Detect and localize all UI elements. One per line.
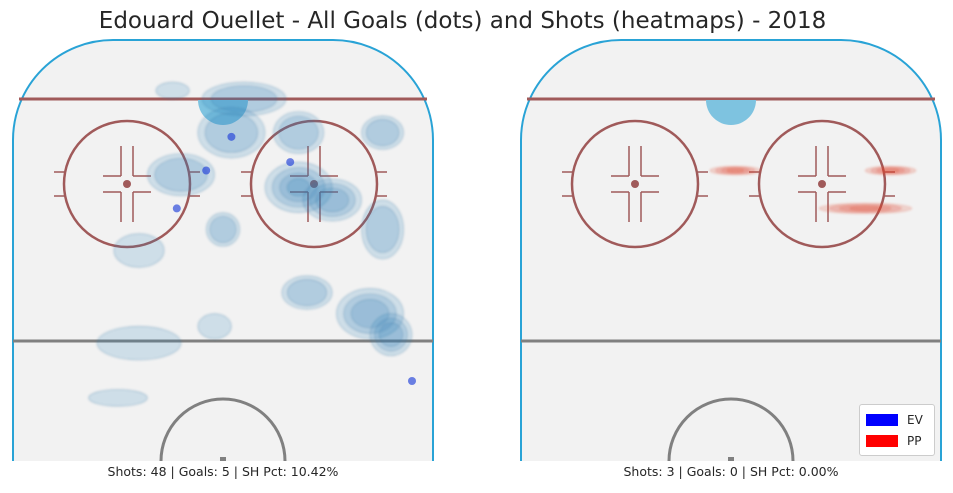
density-contour	[88, 389, 148, 407]
legend-swatch-ev	[866, 413, 898, 426]
goal-crease	[706, 100, 756, 125]
density-contour	[286, 279, 328, 307]
shot-density-region	[205, 212, 241, 247]
goal-markers	[172, 132, 416, 386]
density-contour	[155, 81, 190, 100]
shot-density-region	[281, 275, 333, 310]
shot-density-region	[302, 178, 362, 222]
faceoff-dot	[818, 180, 826, 188]
shot-density-region	[155, 81, 190, 100]
density-contour	[849, 206, 882, 211]
density-contour	[197, 313, 232, 340]
density-contour	[881, 168, 900, 173]
chart-title: Edouard Ouellet - All Goals (dots) and S…	[98, 8, 827, 34]
faceoff-dot	[123, 180, 131, 188]
density-contour	[96, 325, 182, 361]
density-contour	[113, 233, 165, 268]
shot-heatmap	[88, 81, 413, 407]
density-contour	[278, 115, 319, 150]
rink-boards	[520, 39, 942, 461]
goal-dot	[202, 166, 211, 175]
panel-caption-pp: Shots: 3 | Goals: 0 | SH Pct: 0.00%	[623, 464, 839, 479]
rink-boards	[12, 39, 434, 461]
rink-panel-pp	[520, 39, 942, 462]
legend-item-ev: EV	[866, 409, 928, 430]
shot-density-region	[273, 111, 325, 155]
rink-ice	[521, 40, 941, 461]
shot-density-region	[201, 81, 287, 117]
center-circle	[667, 397, 795, 462]
shot-density-region	[113, 233, 165, 268]
goal-dot	[408, 377, 416, 386]
shot-density-region	[197, 313, 232, 340]
density-contour	[210, 85, 278, 113]
center-circle	[159, 397, 287, 462]
center-dot	[728, 457, 734, 461]
legend-swatch-pp	[866, 434, 898, 447]
shot-density-region	[361, 115, 404, 150]
shot-density-region	[818, 202, 912, 214]
faceoff-ring	[570, 119, 700, 249]
shot-density-region	[709, 165, 761, 176]
legend: EV PP	[859, 404, 935, 456]
goal-dot	[286, 158, 295, 167]
shot-density-region	[147, 153, 215, 197]
density-contour	[365, 206, 400, 253]
legend-label-pp: PP	[907, 433, 922, 448]
legend-label-ev: EV	[907, 412, 923, 427]
center-dot	[220, 457, 226, 461]
density-contour	[209, 215, 237, 243]
density-contour	[204, 112, 258, 153]
shot-density-region	[369, 313, 413, 357]
shot-density-region	[865, 165, 917, 176]
density-contour	[154, 157, 208, 192]
goal-dot	[172, 204, 181, 213]
density-contour	[315, 187, 350, 213]
faceoff-ring	[757, 119, 887, 249]
goal-dot	[227, 132, 236, 141]
faceoff-circle-left	[562, 119, 708, 249]
shot-heatmap	[709, 165, 917, 214]
shot-density-region	[96, 325, 182, 361]
shot-density-region	[88, 389, 148, 407]
density-contour	[378, 322, 404, 347]
panel-caption-ev: Shots: 48 | Goals: 5 | SH Pct: 10.42%	[107, 464, 339, 479]
density-contour	[726, 168, 745, 173]
shot-density-region	[361, 199, 404, 260]
rink-panel-ev	[12, 39, 434, 462]
faceoff-dot	[631, 180, 639, 188]
legend-item-pp: PP	[866, 430, 928, 451]
density-contour	[365, 119, 400, 147]
shot-density-region	[197, 107, 266, 159]
